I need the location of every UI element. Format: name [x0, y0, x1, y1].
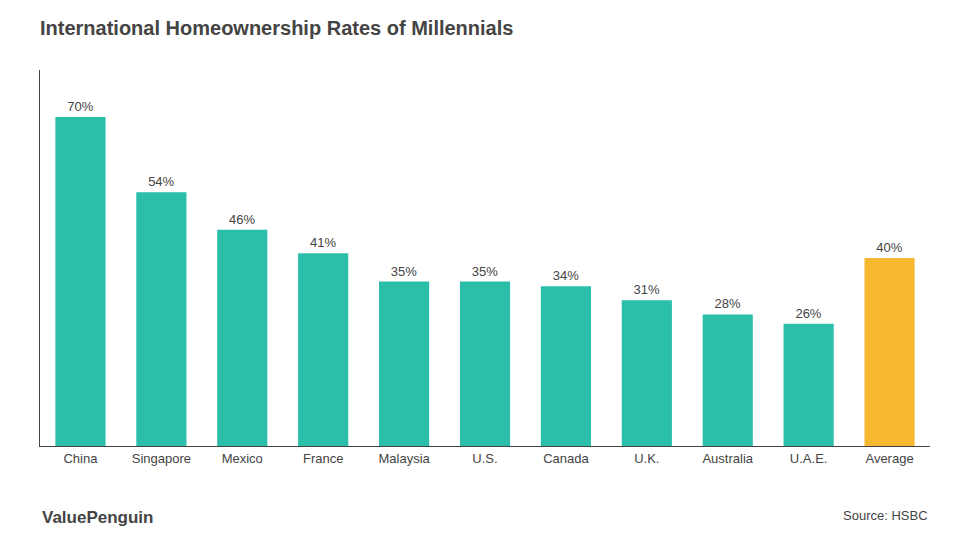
- svg-text:Singapore: Singapore: [132, 451, 191, 466]
- svg-text:Australia: Australia: [702, 451, 753, 466]
- svg-text:ValuePenguin: ValuePenguin: [42, 508, 153, 527]
- svg-text:28%: 28%: [715, 296, 741, 311]
- svg-text:Canada: Canada: [543, 451, 589, 466]
- svg-text:70%: 70%: [67, 99, 93, 114]
- svg-text:U.K.: U.K.: [634, 451, 659, 466]
- svg-text:26%: 26%: [795, 306, 821, 321]
- svg-text:46%: 46%: [229, 212, 255, 227]
- svg-text:Malaysia: Malaysia: [378, 451, 430, 466]
- svg-text:41%: 41%: [310, 235, 336, 250]
- svg-text:Average: Average: [865, 451, 913, 466]
- svg-text:Mexico: Mexico: [222, 451, 263, 466]
- svg-text:35%: 35%: [472, 264, 498, 279]
- svg-text:International Homeownership Ra: International Homeownership Rates of Mil…: [40, 17, 513, 39]
- svg-text:54%: 54%: [148, 174, 174, 189]
- svg-text:34%: 34%: [553, 268, 579, 283]
- svg-text:China: China: [63, 451, 98, 466]
- svg-text:31%: 31%: [634, 282, 660, 297]
- svg-text:Source: HSBC: Source: HSBC: [843, 508, 928, 523]
- svg-text:35%: 35%: [391, 264, 417, 279]
- svg-text:U.S.: U.S.: [472, 451, 497, 466]
- svg-text:U.A.E.: U.A.E.: [790, 451, 828, 466]
- svg-text:France: France: [303, 451, 343, 466]
- svg-text:40%: 40%: [876, 240, 902, 255]
